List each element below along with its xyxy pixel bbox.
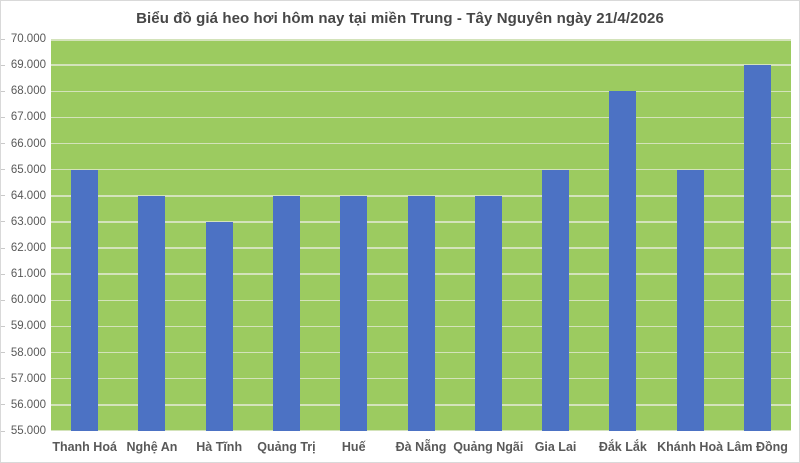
y-tick-mark (1, 378, 5, 380)
y-tick-label: 69.000 (10, 59, 46, 72)
chart-bar (474, 195, 502, 431)
y-tick-label: 57.000 (10, 372, 46, 385)
y-tick-label: 67.000 (10, 111, 46, 124)
y-tick-label: 62.000 (10, 242, 46, 255)
y-tick-label: 58.000 (10, 346, 46, 359)
gridline (51, 116, 791, 119)
y-tick-label: 66.000 (10, 137, 46, 150)
gridline (51, 39, 791, 41)
y-tick-mark (1, 247, 5, 249)
gridline (51, 64, 791, 66)
plot-area (51, 39, 791, 431)
chart-bar (138, 195, 166, 431)
x-tick-label: Gia Lai (534, 440, 577, 454)
x-tick-label: Đắk Lắk (598, 440, 647, 454)
chart-bar (71, 169, 99, 431)
y-tick-mark (1, 221, 5, 223)
y-tick-label: 70.000 (10, 33, 46, 45)
x-tick-label: Huế (341, 440, 366, 454)
chart-bar (609, 91, 637, 431)
x-tick-label: Quảng Trị (257, 440, 316, 454)
gridline (51, 168, 791, 171)
y-tick-label: 68.000 (10, 85, 46, 98)
x-tick-label: Hà Tĩnh (196, 440, 243, 454)
y-tick-mark (1, 38, 5, 40)
chart-bar (407, 195, 435, 431)
y-tick-mark (1, 430, 5, 432)
y-tick-mark (1, 116, 5, 118)
gridline (51, 195, 791, 197)
y-tick-mark (1, 195, 5, 197)
y-tick-label: 61.000 (10, 268, 46, 281)
y-tick-label: 64.000 (10, 189, 46, 202)
y-tick-label: 60.000 (10, 294, 46, 307)
x-tick-label: Đà Nẵng (395, 440, 447, 454)
x-tick-label: Thanh Hoá (52, 440, 117, 454)
chart-bar (272, 195, 300, 431)
gridline (51, 90, 791, 93)
gridline (51, 142, 791, 145)
chart-bar (542, 169, 570, 431)
chart-bar (340, 195, 368, 431)
chart-title: Biểu đồ giá heo hơi hôm nay tại miền Tru… (136, 10, 664, 27)
y-tick-mark (1, 169, 5, 171)
y-tick-label: 63.000 (10, 215, 46, 228)
y-tick-label: 56.000 (10, 398, 46, 411)
chart-bar (205, 221, 233, 431)
chart-bar (676, 169, 704, 431)
x-tick-label: Lâm Đồng (726, 440, 788, 454)
y-tick-mark (1, 352, 5, 354)
y-tick-mark (1, 299, 5, 301)
y-tick-mark (1, 273, 5, 275)
y-tick-mark (1, 90, 5, 92)
x-tick-label: Khánh Hoà (657, 440, 724, 454)
y-tick-label: 65.000 (10, 163, 46, 176)
y-tick-label: 55.000 (10, 425, 46, 437)
y-tick-mark (1, 404, 5, 406)
y-tick-mark (1, 143, 5, 145)
x-tick-label: Quảng Ngãi (453, 440, 524, 454)
x-tick-label: Nghệ An (126, 440, 178, 454)
y-tick-mark (1, 64, 5, 66)
y-tick-label: 59.000 (10, 320, 46, 333)
chart-bar (743, 65, 771, 431)
y-tick-mark (1, 325, 5, 327)
